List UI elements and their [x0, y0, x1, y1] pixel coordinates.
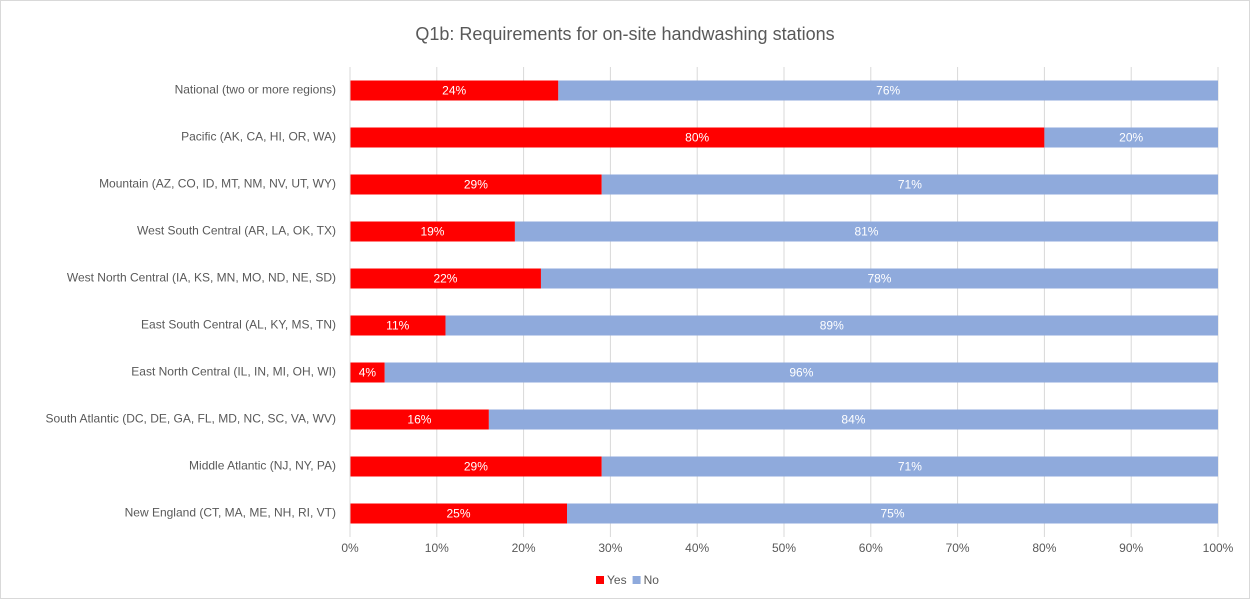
- bar-segment: [350, 315, 446, 336]
- data-label: 16%: [407, 413, 431, 427]
- data-label: 80%: [685, 131, 709, 145]
- bar-segment: [601, 174, 1218, 195]
- bar-segment: [350, 362, 385, 383]
- bar-segment: [445, 315, 1219, 336]
- data-label: 84%: [841, 413, 865, 427]
- y-tick-label: National (two or more regions): [175, 83, 336, 97]
- data-label: 71%: [898, 178, 922, 192]
- y-tick-label: West South Central (AR, LA, OK, TX): [137, 224, 336, 238]
- x-tick-label: 40%: [685, 541, 709, 555]
- bar-segment: [350, 80, 559, 101]
- bar-segment: [540, 268, 1218, 289]
- data-label: 71%: [898, 460, 922, 474]
- y-tick-label: East South Central (AL, KY, MS, TN): [141, 318, 336, 332]
- bar-segment: [350, 174, 602, 195]
- x-tick-label: 70%: [946, 541, 970, 555]
- legend-swatch: [632, 576, 641, 584]
- x-tick-label: 100%: [1203, 541, 1234, 555]
- bar-segment: [558, 80, 1218, 101]
- bar-segment: [350, 409, 489, 430]
- x-tick-label: 90%: [1119, 541, 1143, 555]
- y-tick-label: East North Central (IL, IN, MI, OH, WI): [131, 365, 336, 379]
- bar-segment: [350, 456, 602, 477]
- y-tick-label: Pacific (AK, CA, HI, OR, WA): [181, 130, 336, 144]
- data-label: 81%: [854, 225, 878, 239]
- data-label: 4%: [359, 366, 377, 380]
- y-tick-label: New England (CT, MA, ME, NH, RI, VT): [125, 506, 336, 520]
- data-label: 29%: [464, 460, 488, 474]
- legend-swatch: [596, 576, 604, 584]
- bar-segment: [350, 503, 567, 524]
- data-label: 76%: [876, 84, 900, 98]
- y-tick-label: West North Central (IA, KS, MN, MO, ND, …: [67, 271, 336, 285]
- bar-segment: [350, 127, 1045, 148]
- y-tick-label: South Atlantic (DC, DE, GA, FL, MD, NC, …: [45, 412, 336, 426]
- data-label: 25%: [446, 507, 470, 521]
- data-label: 96%: [789, 366, 813, 380]
- data-label: 24%: [442, 84, 466, 98]
- data-label: 22%: [433, 272, 457, 286]
- x-tick-label: 60%: [859, 541, 883, 555]
- legend-label: Yes: [607, 573, 627, 587]
- bar-segment: [488, 409, 1218, 430]
- y-tick-label: Middle Atlantic (NJ, NY, PA): [189, 459, 336, 473]
- data-label: 19%: [420, 225, 444, 239]
- chart-title: Q1b: Requirements for on-site handwashin…: [415, 24, 834, 44]
- bar-segment: [384, 362, 1219, 383]
- data-label: 75%: [880, 507, 904, 521]
- x-tick-label: 30%: [598, 541, 622, 555]
- x-tick-label: 50%: [772, 541, 796, 555]
- bar-segment: [1044, 127, 1218, 148]
- legend-label: No: [644, 573, 660, 587]
- bar-segment: [601, 456, 1218, 477]
- x-tick-label: 10%: [425, 541, 449, 555]
- x-tick-label: 80%: [1032, 541, 1056, 555]
- x-tick-label: 20%: [512, 541, 536, 555]
- bar-segment: [350, 221, 515, 242]
- data-label: 89%: [820, 319, 844, 333]
- bar-segment: [350, 268, 541, 289]
- data-label: 78%: [867, 272, 891, 286]
- x-tick-label: 0%: [341, 541, 359, 555]
- data-label: 20%: [1119, 131, 1143, 145]
- data-label: 29%: [464, 178, 488, 192]
- y-tick-label: Mountain (AZ, CO, ID, MT, NM, NV, UT, WY…: [99, 177, 336, 191]
- bar-segment: [567, 503, 1218, 524]
- bar-segment: [514, 221, 1218, 242]
- data-label: 11%: [386, 319, 409, 333]
